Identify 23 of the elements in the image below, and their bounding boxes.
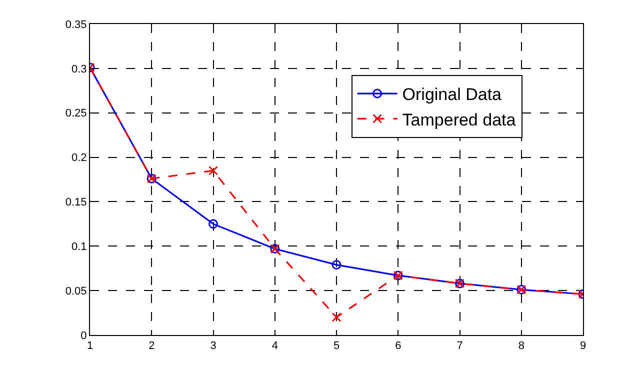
- x-tick-label: 1: [86, 340, 94, 352]
- point: [208, 166, 218, 176]
- point: [332, 260, 342, 270]
- legend-label: Tampered data: [402, 110, 516, 130]
- x-tick-label: 9: [580, 340, 586, 352]
- y-tick-label: 0.25: [65, 108, 87, 120]
- x-tick-label: 8: [518, 340, 524, 352]
- x-tick-label: 7: [456, 340, 463, 352]
- y-tick-label: 0: [80, 330, 87, 342]
- x-tick-label: 5: [333, 340, 340, 352]
- y-tick-label: 0.2: [72, 152, 87, 164]
- point: [332, 312, 342, 322]
- y-tick-label: 0.1: [72, 240, 87, 253]
- x-tick-label: 3: [210, 340, 216, 352]
- legend-label: Original Data: [402, 85, 502, 104]
- y-tick-label: 0.3: [72, 63, 87, 76]
- y-tick-label: 0.05: [65, 285, 87, 298]
- x-tick-label: 6: [395, 340, 402, 352]
- point: [208, 219, 218, 229]
- x-tick-label: 2: [148, 340, 155, 352]
- y-tick-label: 0.15: [65, 196, 87, 209]
- x-tick-label: 4: [272, 340, 278, 352]
- y-tick-label: 0.35: [65, 18, 87, 31]
